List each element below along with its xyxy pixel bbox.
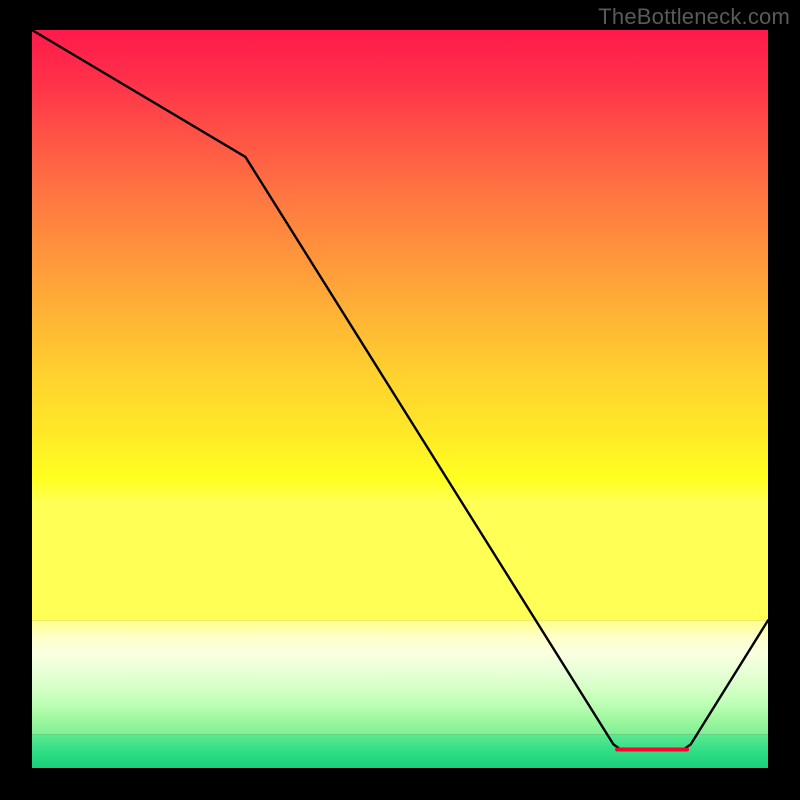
chart-container: TheBottleneck.com: [0, 0, 800, 800]
line-chart: [32, 30, 768, 768]
chart-line: [32, 30, 768, 750]
attribution-text: TheBottleneck.com: [598, 4, 790, 30]
plot-area: [32, 30, 768, 768]
